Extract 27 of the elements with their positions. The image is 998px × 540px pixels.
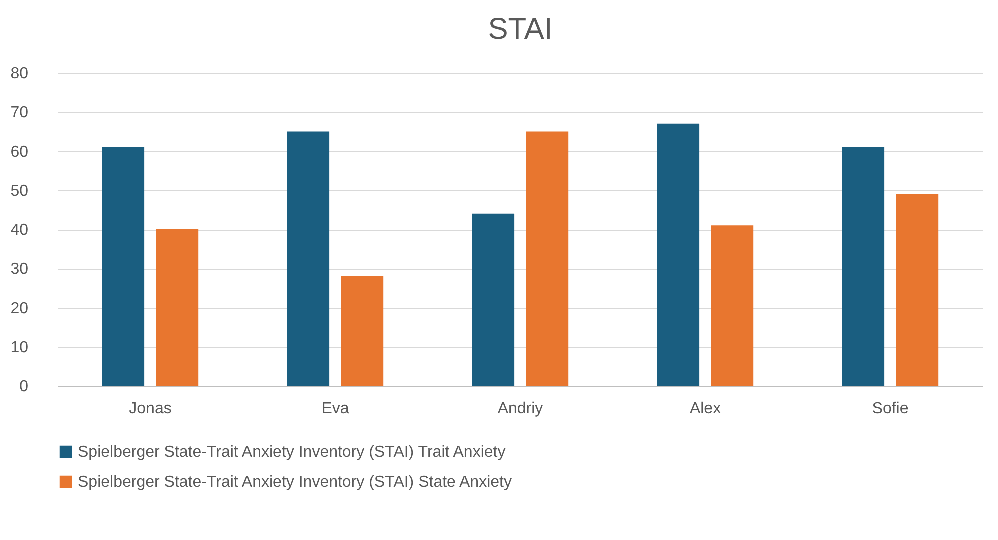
bar — [657, 124, 700, 386]
bar — [102, 147, 145, 386]
x-tick-label: Alex — [690, 400, 722, 418]
y-tick-label: 40 — [10, 222, 29, 239]
y-tick-label: 70 — [10, 104, 29, 122]
bar — [896, 194, 939, 386]
x-tick-label: Andriy — [498, 400, 544, 418]
chart-title: STAI — [488, 13, 553, 46]
y-tick-label: 30 — [10, 261, 29, 278]
y-tick-label: 60 — [10, 144, 29, 161]
y-tick-label: 10 — [10, 339, 29, 356]
x-tick-label: Jonas — [129, 400, 172, 418]
y-tick-label: 20 — [10, 300, 29, 318]
bar — [711, 226, 754, 386]
bar — [287, 132, 330, 386]
legend-label: Spielberger State-Trait Anxiety Inventory (STAI) Trait Anxiety — [78, 444, 506, 461]
bar — [472, 214, 515, 386]
bar — [156, 230, 199, 386]
y-tick-label: 50 — [10, 182, 29, 200]
bar — [842, 147, 885, 386]
x-tick-label: Sofie — [872, 400, 909, 418]
bar — [341, 276, 384, 386]
y-tick-label: 80 — [10, 66, 29, 82]
y-tick-label: 0 — [20, 378, 29, 396]
bar — [526, 132, 569, 386]
legend-label: Spielberger State-Trait Anxiety Inventory (STAI) State Anxiety — [78, 474, 512, 491]
x-tick-label: Eva — [322, 400, 350, 418]
